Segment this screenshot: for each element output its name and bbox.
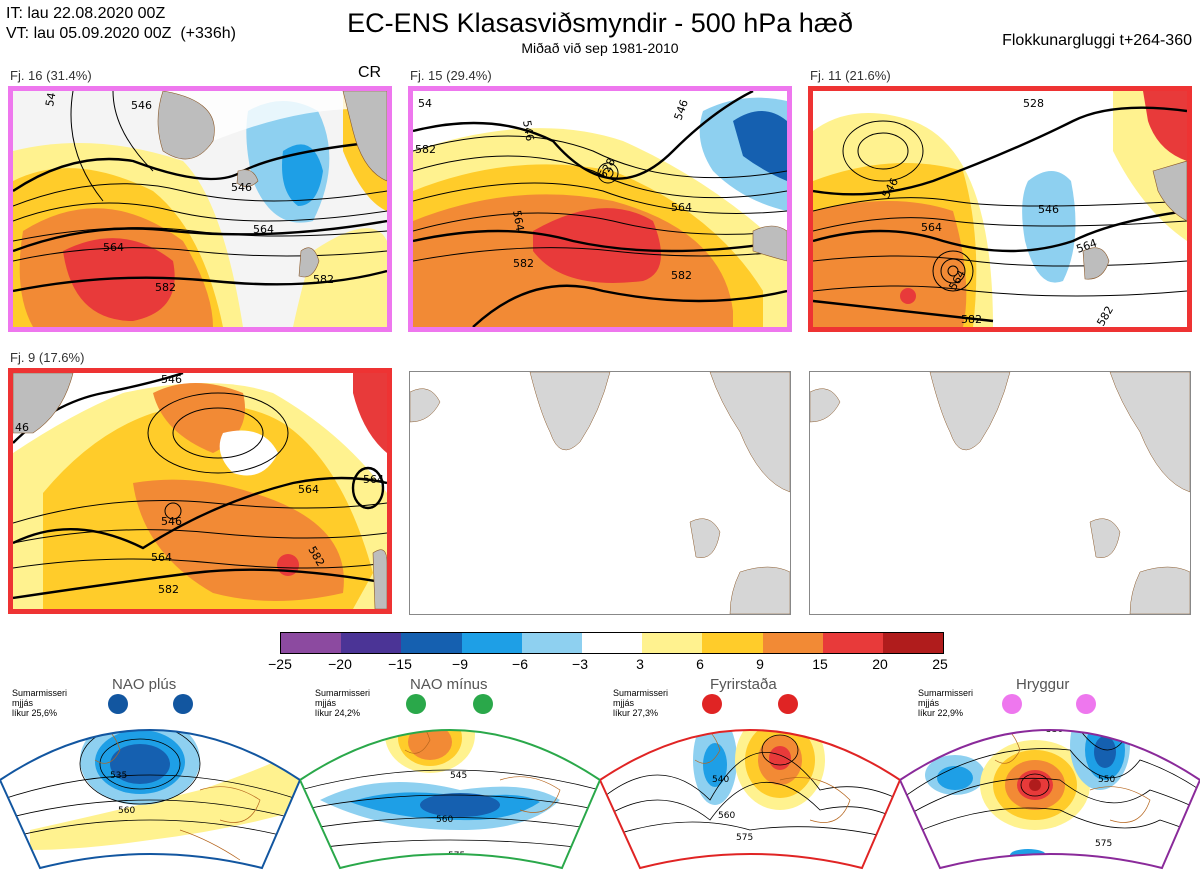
contour-label: 575 bbox=[448, 851, 465, 861]
contour-label: 582 bbox=[961, 313, 982, 326]
contour-label: 564 bbox=[103, 241, 124, 254]
colorbar-tick: 15 bbox=[812, 656, 828, 672]
regime-4-info: Sumarmisseri mjjás líkur 22,9% bbox=[918, 688, 974, 718]
colorbar-swatch bbox=[762, 633, 823, 653]
contour-label: 582 bbox=[155, 281, 176, 294]
contour-label: 582 bbox=[158, 583, 179, 596]
panel-2-label: Fj. 15 (29.4%) bbox=[410, 68, 492, 83]
valid-time: VT: lau 05.09.2020 00Z (+336h) bbox=[6, 25, 236, 42]
regime-4-marker-right bbox=[1076, 694, 1096, 714]
contour-label: 582 bbox=[513, 257, 534, 270]
contour-label: 564 bbox=[671, 201, 692, 214]
colorbar-swatch bbox=[401, 633, 462, 653]
page-title: EC-ENS Klasasviðsmyndir - 500 hPa hæð bbox=[347, 8, 853, 38]
header-info: IT: lau 22.08.2020 00Z VT: lau 05.09.2020… bbox=[6, 4, 236, 44]
contour-label: 550 bbox=[1098, 775, 1115, 785]
colorbar-swatch bbox=[882, 633, 944, 653]
contour-label: 540 bbox=[712, 775, 729, 785]
colorbar-tick: −20 bbox=[328, 656, 352, 672]
contour-label: 546 bbox=[161, 515, 182, 528]
contour-label: 564 bbox=[151, 551, 172, 564]
colorbar-tick: 3 bbox=[636, 656, 644, 672]
colorbar-swatch bbox=[822, 633, 883, 653]
colorbar-tick: 20 bbox=[872, 656, 888, 672]
contour-label: 560 bbox=[718, 811, 735, 821]
colorbar-swatch bbox=[341, 633, 402, 653]
panel-1-label: Fj. 16 (31.4%) bbox=[10, 68, 92, 83]
colorbar-tick: −15 bbox=[388, 656, 412, 672]
colorbar-tick: −6 bbox=[512, 656, 528, 672]
regime-3-info: Sumarmisseri mjjás líkur 27,3% bbox=[613, 688, 669, 718]
contour-label: 564 bbox=[363, 473, 384, 486]
contour-label: 546 bbox=[1038, 203, 1059, 216]
contour-label: 582 bbox=[313, 273, 334, 286]
colorbar-tick: 6 bbox=[696, 656, 704, 672]
contour-label: 564 bbox=[921, 221, 942, 234]
contour-label: 546 bbox=[131, 99, 152, 112]
regime-2-map: 545 560 575 bbox=[300, 694, 600, 870]
regime-1-map: 535 560 bbox=[0, 694, 300, 870]
empty-map-1 bbox=[409, 371, 791, 615]
contour-label: 54 bbox=[43, 91, 58, 107]
colorbar-swatch bbox=[581, 633, 643, 653]
contour-label: 54 bbox=[418, 97, 432, 110]
colorbar-tick: 25 bbox=[932, 656, 948, 672]
colorbar-swatch bbox=[702, 633, 763, 653]
contour-label: 582 bbox=[671, 269, 692, 282]
regime-1-marker-right bbox=[173, 694, 193, 714]
initial-time: IT: lau 22.08.2020 00Z bbox=[6, 5, 166, 22]
regime-4-marker-left bbox=[1002, 694, 1022, 714]
regime-2-title: NAO mínus bbox=[410, 676, 488, 693]
cluster-map-4: 546 46 546 564 564 564 582 582 bbox=[8, 368, 392, 614]
cluster-map-2: 54 582 546 528 564 546 564 582 582 bbox=[408, 86, 792, 332]
colorbar-tick: −3 bbox=[572, 656, 588, 672]
contour-label: 545 bbox=[450, 771, 467, 781]
contour-label: 535 bbox=[110, 771, 127, 781]
colorbar-swatch bbox=[642, 633, 703, 653]
contour-label: 575 bbox=[736, 833, 753, 843]
colorbar-tick: −9 bbox=[452, 656, 468, 672]
regime-1-info: Sumarmisseri mjjás líkur 25,6% bbox=[12, 688, 68, 718]
contour-label: 582 bbox=[415, 143, 436, 156]
contour-label: 564 bbox=[253, 223, 274, 236]
regime-1-title: NAO plús bbox=[112, 676, 177, 693]
colorbar-swatch bbox=[461, 633, 522, 653]
colorbar-tick: 9 bbox=[756, 656, 764, 672]
panel-1-tag: CR bbox=[358, 64, 382, 81]
regime-2-info: Sumarmisseri mjjás líkur 24,2% bbox=[315, 688, 371, 718]
contour-label: 546 bbox=[161, 373, 182, 386]
cluster-map-3: 528 546 546 564 564 564 582 582 bbox=[808, 86, 1192, 332]
regime-2-marker-left bbox=[406, 694, 426, 714]
contour-label: 528 bbox=[1023, 97, 1044, 110]
contour-label: 46 bbox=[15, 421, 29, 434]
contour-label: 546 bbox=[231, 181, 252, 194]
page-subtitle: Miðað við sep 1981-2010 bbox=[521, 40, 679, 56]
regime-4-map: 530 550 575 bbox=[900, 694, 1200, 870]
regime-3-marker-right bbox=[778, 694, 798, 714]
regime-4-title: Hryggur bbox=[1016, 676, 1070, 693]
regime-1-marker-left bbox=[108, 694, 128, 714]
contour-label: 546 bbox=[520, 119, 536, 142]
contour-label: 564 bbox=[510, 209, 526, 232]
contour-label: 560 bbox=[436, 815, 453, 825]
classification-window: Flokkunargluggi t+264-360 bbox=[1002, 32, 1192, 49]
regime-3-map: 540 560 575 bbox=[600, 694, 900, 870]
regime-3-marker-left bbox=[702, 694, 722, 714]
colorbar-swatch bbox=[521, 633, 582, 653]
empty-map-2 bbox=[809, 371, 1191, 615]
regime-3-title: Fyrirstaða bbox=[710, 676, 777, 693]
panel-4-label: Fj. 9 (17.6%) bbox=[10, 350, 85, 365]
contour-label: 560 bbox=[118, 806, 135, 816]
contour-label: 530 bbox=[1046, 725, 1063, 735]
colorbar-tick: −25 bbox=[268, 656, 292, 672]
regime-2-marker-right bbox=[473, 694, 493, 714]
contour-label: 575 bbox=[1095, 839, 1112, 849]
colorbar-swatch bbox=[281, 633, 342, 653]
contour-label: 564 bbox=[298, 483, 319, 496]
panel-3-label: Fj. 11 (21.6%) bbox=[810, 68, 891, 83]
colorbar bbox=[280, 632, 944, 654]
cluster-map-1: 546 546 564 564 582 582 54 bbox=[8, 86, 392, 332]
